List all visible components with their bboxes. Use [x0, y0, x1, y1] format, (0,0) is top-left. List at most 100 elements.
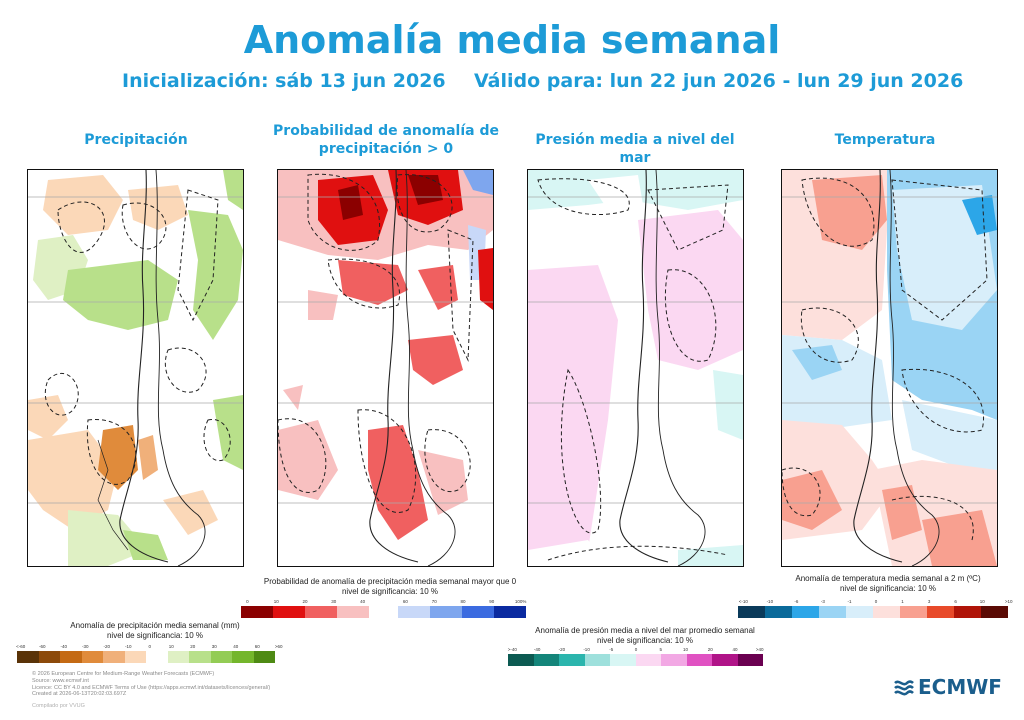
colorbar-tick-label: 60 — [402, 599, 408, 604]
colorbar-swatch — [273, 606, 305, 618]
colorbar-tick-label: 0 — [246, 599, 249, 604]
colorbar-tick-label: -20 — [103, 644, 110, 649]
colorbar-swatch — [398, 606, 430, 618]
colorbar-tick-label: 20 — [707, 647, 713, 652]
ecmwf-logo-icon — [894, 680, 914, 696]
footer-line-copyright: © 2026 European Centre for Medium-Range … — [32, 671, 215, 677]
colorbar-swatch — [494, 606, 526, 618]
panel-title-probability: Probabilidad de anomalía de precipitació… — [273, 123, 499, 157]
footer-compiled: Compilado por VVUG — [32, 703, 85, 709]
colorbar-swatch — [927, 606, 954, 618]
colorbar-tick-label: 1 — [901, 599, 904, 604]
panel-title-pressure: Presión media a nivel del mar — [535, 132, 735, 166]
colorbar-tick-label: -5 — [609, 647, 614, 652]
map-pressure[interactable] — [527, 169, 744, 567]
colorbar-swatch — [635, 654, 661, 666]
legend-temperature-title: Anomalía de temperatura media semanal a … — [795, 574, 981, 583]
colorbar-tick-label: 30 — [211, 644, 217, 649]
colorbar-probability-negative — [241, 606, 369, 618]
colorbar-swatch — [533, 654, 559, 666]
colorbar-swatch — [508, 654, 534, 666]
colorbar-precipitation — [17, 651, 275, 663]
colorbar-swatch — [738, 606, 765, 618]
colorbar-swatch — [737, 654, 763, 666]
colorbar-tick-label: <-60 — [16, 644, 26, 649]
ticks-pressure: >-40 -40 -20 -10 -5 0 5 10 20 40 >40 — [500, 647, 772, 652]
colorbar-tick-label: 60 — [254, 644, 260, 649]
colorbar-tick-label: 70 — [431, 599, 437, 604]
page-title: Anomalía media semanal — [243, 18, 781, 62]
colorbar-tick-label: -3 — [820, 599, 825, 604]
colorbar-tick-label: 10 — [273, 599, 279, 604]
colorbar-tick-label: 20 — [302, 599, 308, 604]
footer-line-source: Source: www.ecmwf.int — [32, 677, 89, 684]
legend-precipitation-title: Anomalía de precipitación media semanal … — [70, 621, 240, 630]
colorbar-pressure — [508, 654, 763, 666]
colorbar-swatch — [232, 651, 254, 663]
colorbar-tick-label: 0 — [148, 644, 151, 649]
colorbar-swatch — [210, 651, 232, 663]
colorbar-swatch — [559, 654, 585, 666]
footer-line-created: Created at 2026-06-13T20:02:03.697Z — [32, 691, 127, 698]
ecmwf-logo-text: ECMWF — [918, 675, 1002, 699]
colorbar-swatch — [584, 654, 610, 666]
map-precipitation[interactable] — [27, 169, 244, 567]
colorbar-tick-label: -10 — [124, 644, 132, 649]
legend-probability-title: Probabilidad de anomalía de precipitació… — [263, 577, 517, 586]
colorbar-swatch — [337, 606, 369, 618]
panel-title-precipitation: Precipitación — [84, 132, 188, 148]
colorbar-tick-label: -30 — [81, 644, 89, 649]
ticks-precipitation: <-60 -60 -40 -30 -20 -10 0 10 20 30 40 60 >60 — [10, 644, 290, 649]
colorbar-tick-label: 30 — [331, 599, 337, 604]
colorbar-swatch — [146, 651, 168, 663]
colorbar-tick-label: 3 — [927, 599, 931, 604]
colorbar-tick-label: 40 — [233, 644, 239, 649]
colorbar-tick-label: -1 — [847, 599, 852, 604]
colorbar-tick-label: 20 — [190, 644, 196, 649]
colorbar-swatch — [873, 606, 900, 618]
colorbar-tick-label: 40 — [360, 599, 366, 604]
colorbar-swatch — [765, 606, 792, 618]
colorbar-tick-label: 0 — [634, 647, 638, 652]
colorbar-tick-label: 100% — [514, 599, 527, 604]
colorbar-tick-label: -40 — [533, 647, 541, 652]
colorbar-tick-label: 10 — [683, 647, 689, 652]
colorbar-swatch — [38, 651, 60, 663]
colorbar-swatch — [610, 654, 636, 666]
colorbar-tick-label: 10 — [168, 644, 174, 649]
colorbar-swatch — [954, 606, 981, 618]
colorbar-tick-label: 0 — [874, 599, 878, 604]
colorbar-tick-label: -6 — [794, 599, 799, 604]
footer-line-licence: Licence: CC BY 4.0 and ECMWF Terms of Us… — [32, 684, 271, 691]
ecmwf-logo: ECMWF — [893, 675, 1002, 699]
colorbar-swatch — [253, 651, 275, 663]
colorbar-swatch — [846, 606, 873, 618]
legend-probability-significance: nivel de significancia: 10 % — [341, 587, 439, 596]
ticks-probability-positive: 60 70 80 90 100% — [391, 599, 535, 604]
colorbar-swatch — [981, 606, 1008, 618]
legend-pressure-title: Anomalía de presión media a nivel del ma… — [535, 626, 755, 635]
legend-precipitation-significance: nivel de significancia: 10 % — [106, 631, 204, 640]
colorbar-tick-label: >60 — [274, 644, 283, 649]
legend-pressure-significance: nivel de significancia: 10 % — [596, 636, 694, 645]
colorbar-swatch — [241, 606, 273, 618]
colorbar-swatch — [189, 651, 211, 663]
colorbar-tick-label: >-40 — [507, 647, 517, 652]
footer-credits: © 2026 European Centre for Medium-Range … — [32, 671, 270, 698]
ticks-temperature: <-10 -10 -6 -3 -1 0 1 3 6 10 >10 — [730, 599, 1022, 604]
colorbar-tick-label: -40 — [60, 644, 67, 649]
colorbar-tick-label: 40 — [732, 647, 738, 652]
colorbar-tick-label: 6 — [954, 599, 957, 604]
colorbar-tick-label: 90 — [489, 599, 495, 604]
map-probability[interactable] — [277, 169, 494, 567]
legend-pressure: Anomalía de presión media a nivel del ma… — [520, 626, 770, 646]
colorbar-swatch — [712, 654, 738, 666]
colorbar-swatch — [17, 651, 39, 663]
colorbar-tick-label: >40 — [755, 647, 764, 652]
initialization-date: Inicialización: sáb 13 jun 2026 — [122, 70, 446, 92]
colorbar-tick-label: 10 — [979, 599, 985, 604]
colorbar-swatch — [792, 606, 819, 618]
map-temperature[interactable] — [781, 169, 998, 567]
colorbar-tick-label: >10 — [1004, 599, 1013, 604]
ticks-probability-negative: 0 10 20 30 40 — [233, 599, 377, 604]
